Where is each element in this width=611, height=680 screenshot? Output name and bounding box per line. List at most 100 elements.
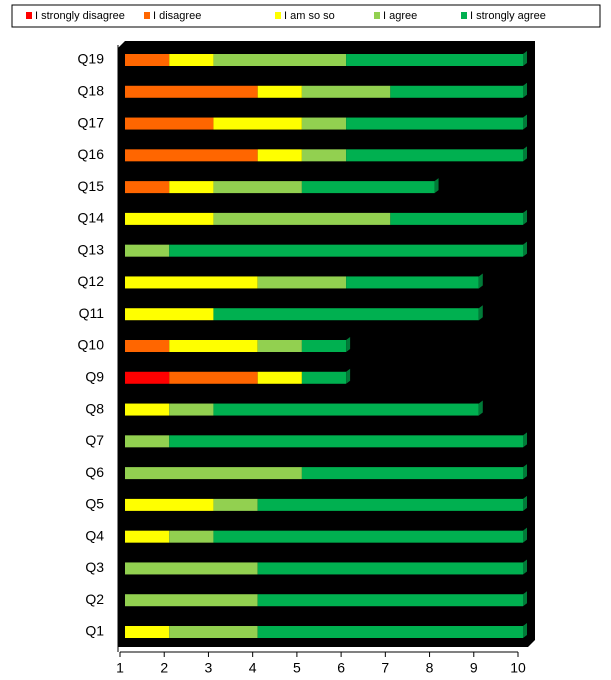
bar-segment — [169, 435, 523, 448]
bar-cap — [523, 241, 527, 257]
bar-segment — [257, 276, 347, 289]
bar-segment — [125, 276, 258, 289]
legend-swatch — [144, 12, 150, 19]
bar-segment — [169, 530, 214, 543]
legend-swatch — [275, 12, 281, 19]
bar-cap — [523, 82, 527, 98]
y-tick-label: Q18 — [78, 82, 105, 98]
y-tick-label: Q4 — [85, 527, 104, 543]
legend-swatch — [374, 12, 380, 19]
bar-cap — [523, 432, 527, 448]
legend-label: I disagree — [153, 10, 201, 22]
bar-segment — [301, 371, 347, 384]
x-tick-label: 3 — [205, 660, 213, 676]
y-tick-label: Q15 — [78, 178, 105, 194]
bar-cap — [523, 527, 527, 543]
bar-segment — [125, 530, 170, 543]
bar-segment — [125, 371, 170, 384]
bar-segment — [125, 562, 258, 575]
bar-segment — [169, 403, 214, 416]
bar-segment — [390, 85, 523, 98]
bar-segment — [257, 594, 523, 607]
y-tick-label: Q9 — [85, 368, 104, 384]
legend-box — [11, 4, 601, 28]
bar-segment — [213, 530, 523, 543]
bar-segment — [169, 626, 258, 638]
bar-cap — [523, 591, 527, 607]
y-tick-label: Q14 — [78, 210, 105, 226]
x-tick-label: 5 — [293, 660, 301, 676]
bar-segment — [169, 244, 523, 257]
bar-segment — [125, 467, 302, 480]
y-tick-label: Q13 — [78, 241, 105, 257]
bar-cap — [478, 273, 483, 289]
legend-swatch — [26, 12, 32, 19]
bar-segment — [346, 276, 479, 289]
bar-cap — [523, 559, 527, 575]
x-tick-label: 6 — [337, 660, 345, 676]
bar-segment — [125, 403, 170, 416]
bar-segment — [213, 117, 302, 130]
x-tick-label: 9 — [470, 660, 478, 676]
bar-segment — [257, 562, 523, 575]
bar-segment — [257, 340, 302, 352]
legend-label: I strongly agree — [470, 10, 546, 22]
bar-cap — [523, 114, 527, 130]
x-tick-label: 10 — [510, 660, 526, 676]
bar-segment — [301, 467, 523, 480]
y-tick-label: Q11 — [79, 305, 105, 321]
bar-cap — [523, 464, 527, 480]
bar-segment — [301, 340, 347, 352]
legend-swatch — [461, 12, 467, 19]
bar-segment — [169, 54, 214, 66]
y-tick-label: Q2 — [85, 591, 104, 607]
bar-segment — [125, 435, 170, 448]
bar-segment — [346, 149, 523, 162]
bar-segment — [301, 85, 391, 98]
bar-cap — [523, 495, 527, 511]
bar-segment — [125, 117, 214, 130]
y-tick-label: Q8 — [85, 400, 104, 416]
bar-segment — [257, 371, 302, 384]
bar-segment — [169, 371, 258, 384]
bar-segment — [125, 212, 214, 225]
y-tick-label: Q7 — [85, 432, 104, 448]
bar-segment — [125, 85, 258, 98]
bar-segment — [213, 498, 258, 511]
y-tick-label: Q5 — [85, 496, 104, 512]
y-tick-label: Q16 — [78, 146, 105, 162]
y-tick-label: Q17 — [78, 114, 105, 130]
bar-cap — [523, 146, 527, 162]
bar-cap — [478, 305, 483, 321]
y-tick-label: Q10 — [78, 337, 105, 353]
bar-segment — [301, 117, 347, 130]
bar-cap — [346, 337, 351, 352]
bar-segment — [213, 308, 479, 321]
x-tick-label: 7 — [381, 660, 389, 676]
x-tick-label: 8 — [426, 660, 434, 676]
bar-cap — [478, 400, 483, 416]
bar-segment — [125, 54, 170, 66]
bar-segment — [390, 212, 523, 225]
bar-segment — [169, 340, 258, 352]
bar-segment — [257, 85, 302, 98]
y-tick-label: Q1 — [85, 623, 104, 639]
bar-cap — [434, 178, 439, 194]
legend-label: I agree — [383, 10, 417, 22]
bar-segment — [125, 594, 258, 607]
bar-cap — [523, 209, 527, 225]
bar-segment — [346, 54, 523, 66]
bar-segment — [257, 149, 302, 162]
bar-cap — [523, 623, 527, 638]
x-tick-label: 1 — [116, 660, 124, 676]
legend-label: I strongly disagree — [35, 10, 125, 22]
y-tick-label: Q6 — [85, 464, 104, 480]
y-tick-label: Q3 — [85, 559, 104, 575]
bar-segment — [257, 498, 523, 511]
bar-segment — [125, 149, 258, 162]
bar-segment — [213, 403, 479, 416]
bar-segment — [125, 340, 170, 352]
legend-label: I am so so — [284, 10, 335, 22]
y-tick-label: Q19 — [78, 51, 105, 67]
x-tick-label: 2 — [160, 660, 168, 676]
